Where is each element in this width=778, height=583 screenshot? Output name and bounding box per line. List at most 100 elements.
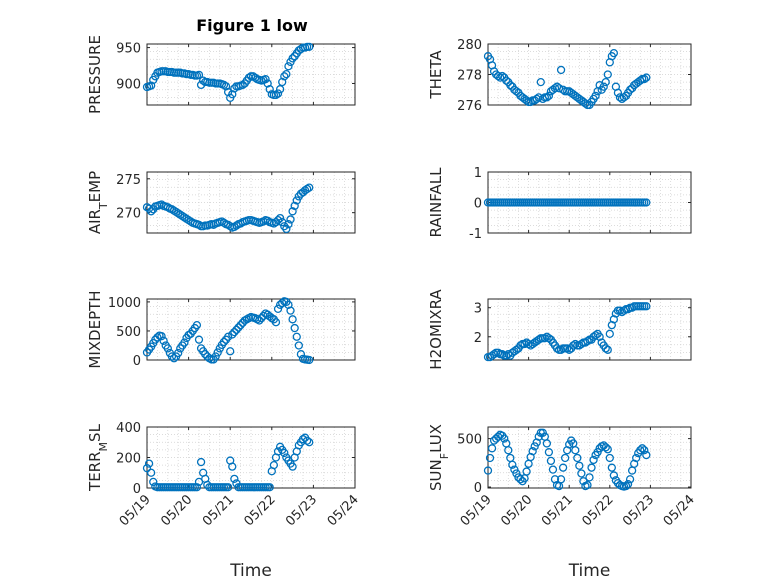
data-point [506,81,515,90]
data-point [613,88,623,97]
figure-title: Figure 1 low [196,16,308,35]
data-point [180,338,189,347]
data-point [236,320,245,330]
data-point [275,213,285,223]
data-point [607,463,616,472]
data-point [288,207,297,216]
data-point [196,457,206,467]
data-point [585,473,594,482]
data-series [483,198,651,207]
data-point [184,215,193,225]
data-point [542,439,552,448]
data-point [163,344,172,353]
data-point [182,214,191,223]
data-point [485,453,495,463]
data-point [282,69,291,79]
x-tick-label: 05/22 [580,492,617,529]
x-tick-label: 05/20 [498,492,535,529]
data-point [226,222,235,231]
y-tick-label: 1000 [108,296,141,311]
data-point [498,350,507,359]
data-point [571,339,580,349]
data-point [303,436,312,445]
y-tick-label: 280 [457,38,482,53]
data-point [288,462,297,471]
data-point [625,85,635,94]
subplot-mixdepth: 0 500 1000 MIXDEPTH [86,290,356,369]
data-point [522,96,531,105]
x-tick-label: 05/21 [539,492,576,529]
data-point [223,483,233,492]
data-point [500,434,509,443]
data-point [284,220,293,229]
data-point [232,325,241,334]
y-tick-label: 3 [474,302,482,317]
y-axis-label: THETA [427,50,445,100]
data-point [621,481,631,491]
data-point [601,443,610,452]
data-point [290,323,299,333]
data-point [556,345,566,354]
y-tick-label: 275 [116,173,141,188]
data-point [504,446,513,455]
y-tick-label: 400 [116,421,141,436]
y-axis-label: AIRTEMP [86,171,110,234]
data-point [213,348,222,357]
data-point [536,77,545,87]
data-point [305,438,314,447]
axes-frame [487,298,692,361]
data-point [516,475,525,484]
y-tick-label: 276 [457,99,482,114]
data-point [232,221,241,230]
data-point [540,334,549,343]
data-point [522,467,531,476]
data-point [632,453,641,463]
subplot-sun-flux: 0 500 05/19 05/20 05/21 05/22 05/23 05/24 Time SU… [427,424,698,581]
data-point [591,91,600,100]
data-point [544,448,554,457]
data-point [305,355,314,365]
data-point [603,445,612,454]
y-axis-label: PRESSURE [86,35,104,114]
data-point [275,85,285,94]
data-point [273,215,283,225]
data-point [273,89,283,98]
data-point [605,453,614,463]
data-point [167,205,177,214]
data-point [487,444,497,453]
data-point [271,318,281,327]
subplot-pressure: 900 950 PRESSURE [86,35,356,114]
x-tick-label: 05/19 [117,492,154,529]
y-axis-label: RAINFALL [427,167,445,238]
data-point [169,206,179,215]
data-point [609,49,619,58]
data-point [603,70,612,79]
y-tick-label: 500 [457,433,482,448]
data-point [178,211,187,221]
y-tick-label: 900 [116,77,141,92]
data-point [286,215,295,224]
data-point [259,311,268,320]
data-point [642,73,651,82]
data-series [483,428,651,491]
data-point [174,348,183,358]
data-point [211,352,220,361]
data-point [292,332,301,341]
data-point [642,302,651,311]
data-point [636,446,645,455]
data-point [575,461,584,470]
grid [146,426,356,489]
x-tick-label: 05/20 [158,492,195,529]
x-tick-label: 05/21 [200,492,237,529]
subplot-rainfall: -1 0 1 RAINFALL [427,166,692,242]
y-tick-label: 0 [474,197,482,212]
y-axis-label: SUNFLUX [427,424,451,491]
data-point [305,42,314,52]
data-point [305,183,314,192]
data-point [625,475,635,484]
data-point [599,82,608,91]
grid [487,426,692,489]
x-axis-label: Time [568,561,611,581]
data-point [169,354,179,363]
